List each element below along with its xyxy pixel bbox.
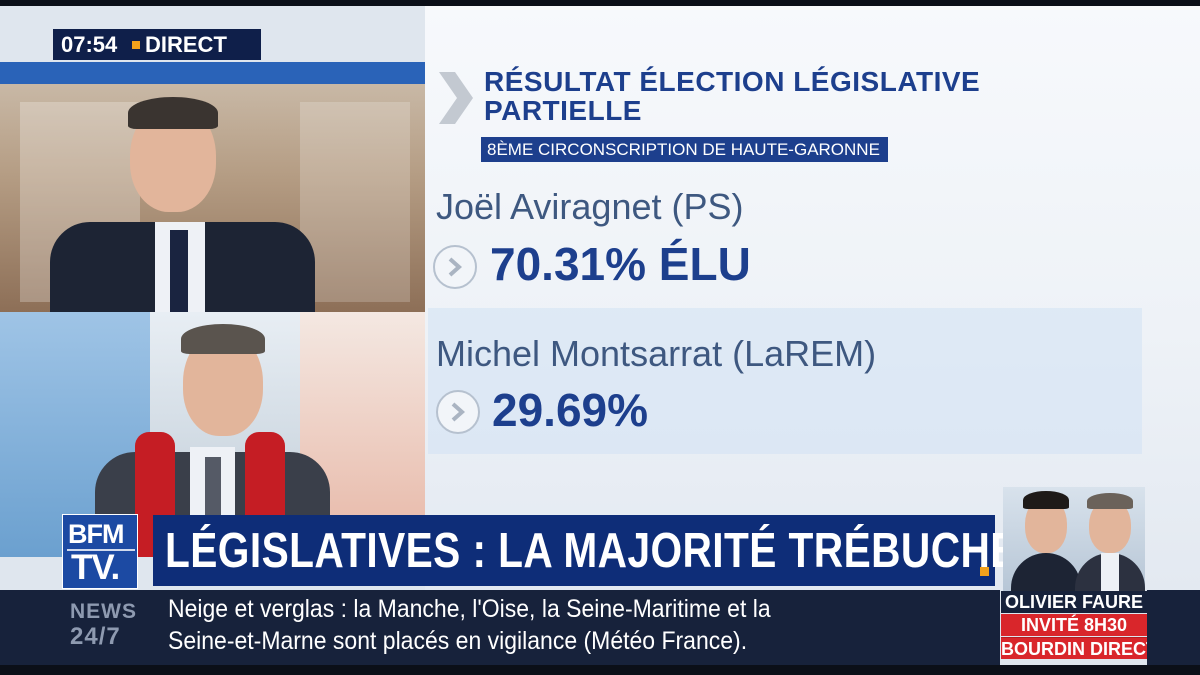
headline-text: LÉGISLATIVES : LA MAJORITÉ TRÉBUCHE xyxy=(165,524,1018,578)
ticker-brand-line1: NEWS xyxy=(70,600,137,623)
guest-name: OLIVIER FAURE xyxy=(1001,591,1147,613)
headline-banner: LÉGISLATIVES : LA MAJORITÉ TRÉBUCHE xyxy=(153,515,1017,586)
results-title: RÉSULTAT ÉLECTION LÉGISLATIVE PARTIELLE xyxy=(484,67,980,125)
headline-accent-dot xyxy=(980,567,989,576)
circle-chevron-icon xyxy=(436,390,480,434)
guest-photo-host xyxy=(1075,491,1145,591)
results-title-line2: PARTIELLE xyxy=(484,95,642,126)
video-presenter-top xyxy=(0,62,425,312)
channel-logo-line1: BFM xyxy=(68,519,124,549)
ticker-brand-line2: 24/7 xyxy=(70,623,121,650)
top-letterbox xyxy=(0,0,1200,6)
guest-photo xyxy=(1003,487,1145,591)
candidate-result: 29.69% xyxy=(492,384,649,436)
constituency-label: 8ÈME CIRCONSCRIPTION DE HAUTE-GARONNE xyxy=(481,137,888,162)
candidate-highlight-box xyxy=(428,308,1142,454)
candidate-name: Joël Aviragnet (PS) xyxy=(436,186,744,227)
guest-invite-time: INVITÉ 8H30 xyxy=(1001,614,1147,636)
guest-photo-person xyxy=(1011,491,1081,591)
guest-show-name: BOURDIN DIRECT xyxy=(1001,637,1157,659)
channel-logo: BFM TV. xyxy=(62,514,138,589)
presenter-figure xyxy=(50,92,320,312)
ticker-text-line1: Neige et verglas : la Manche, l'Oise, la… xyxy=(168,595,771,623)
channel-logo-line2: TV. xyxy=(71,548,120,587)
live-label: DIRECT xyxy=(145,32,227,57)
bottom-letterbox xyxy=(0,665,1200,675)
clock-time: 07:54 xyxy=(61,32,118,57)
results-title-line1: RÉSULTAT ÉLECTION LÉGISLATIVE xyxy=(484,66,981,97)
separator-dot xyxy=(132,41,140,49)
news-ticker xyxy=(0,590,1000,665)
candidate-name: Michel Montsarrat (LaREM) xyxy=(436,333,877,374)
logo-divider xyxy=(67,549,135,551)
candidate-result: 70.31% ÉLU xyxy=(490,238,751,290)
circle-chevron-icon xyxy=(433,245,477,289)
background-building xyxy=(300,102,410,302)
ticker-right-fill xyxy=(1147,590,1200,665)
chevron-right-icon xyxy=(435,70,475,126)
ticker-text-line2: Seine-et-Marne sont placés en vigilance … xyxy=(168,627,748,655)
live-clock-badge: 07:54 DIRECT xyxy=(53,29,261,60)
studio-banner xyxy=(0,62,425,84)
